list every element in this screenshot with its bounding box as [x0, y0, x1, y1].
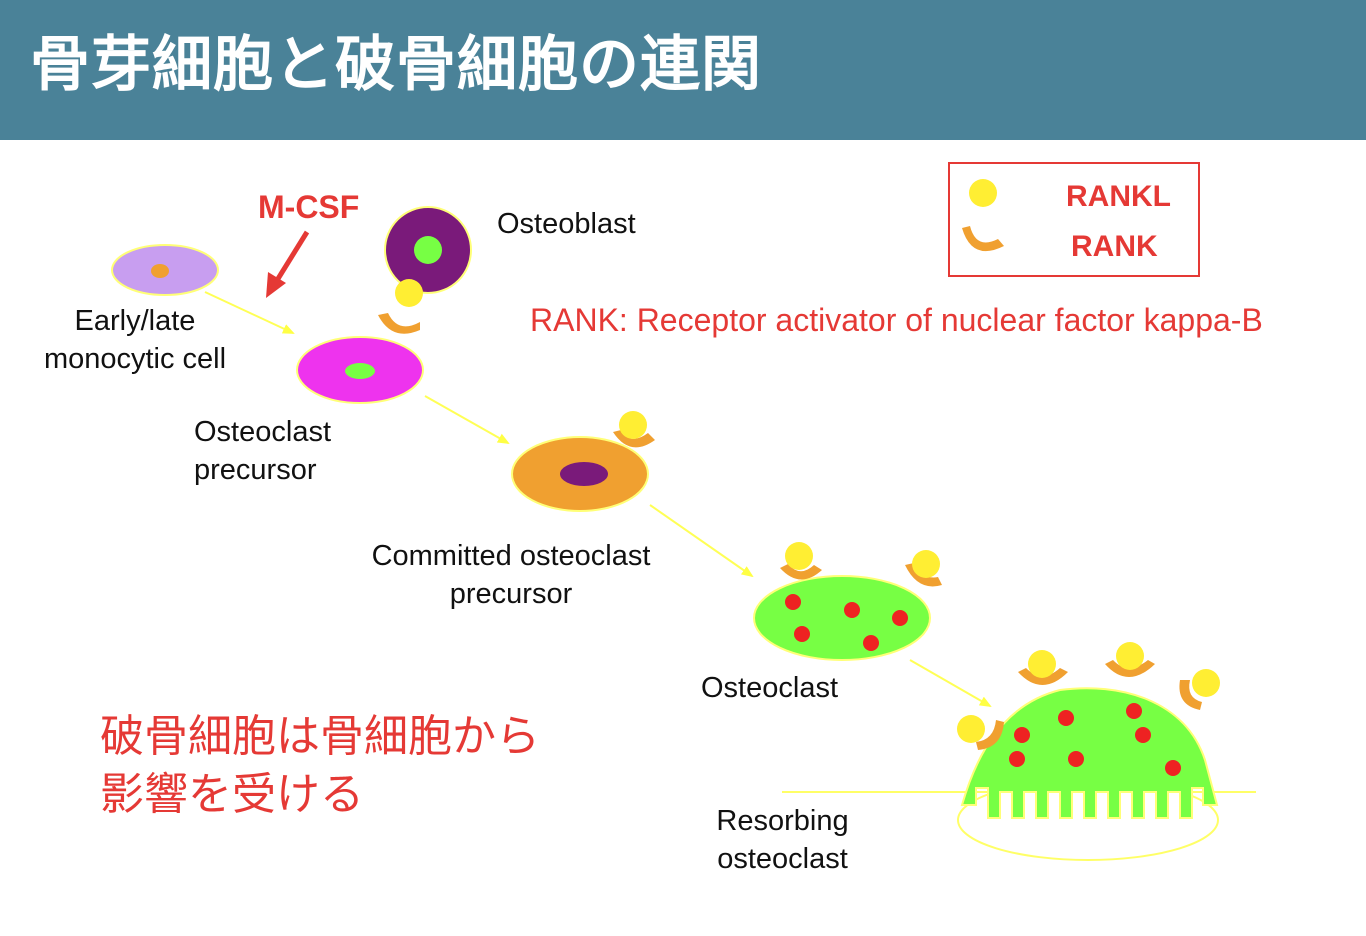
osteoblast-cell	[384, 206, 472, 294]
japanese-note: 破骨細胞は骨細胞から 影響を受ける	[100, 708, 540, 824]
precursor-label: Osteoclast precursor	[194, 413, 331, 489]
page-title: 骨芽細胞と破骨細胞の連関	[30, 30, 762, 100]
arrow-committed-to-osteoclast	[649, 504, 754, 578]
rankl-rank-pair-8	[957, 715, 1004, 750]
mcsf-arrow	[266, 230, 310, 298]
precursor-label-line1: Osteoclast	[194, 416, 331, 448]
mcsf-label: M-CSF	[258, 189, 360, 225]
resorbing-osteoclast-label: Resorbing osteoclast	[690, 802, 875, 878]
legend-box	[948, 162, 1200, 277]
resorbing-label-line2: osteoclast	[717, 843, 848, 875]
early-cell-label-line1: Early/late	[74, 305, 196, 337]
precursor-label-line2: precursor	[194, 454, 317, 486]
rank-definition: RANK: Receptor activator of nuclear fact…	[530, 302, 1263, 338]
committed-precursor-cell	[511, 436, 649, 512]
title-banner: 骨芽細胞と破骨細胞の連関	[0, 0, 1366, 140]
rankl-rank-pair-7	[1179, 669, 1220, 710]
arrow-precursor-to-committed	[424, 395, 510, 444]
osteoclast-label: Osteoclast	[701, 672, 838, 704]
arrow-osteoclast-to-resorbing	[909, 659, 992, 707]
rankl-rank-pair-3	[780, 542, 822, 580]
osteoclast-precursor-cell	[296, 336, 424, 404]
early-cell-label: Early/late monocytic cell	[30, 302, 240, 378]
committed-label-line2: precursor	[449, 578, 573, 610]
arrow-early-to-precursor	[204, 291, 295, 334]
legend-rankl-icon	[969, 179, 997, 207]
committed-precursor-label: Committed osteoclast precursor	[352, 537, 670, 613]
committed-label-line1: Committed osteoclast	[371, 540, 651, 572]
legend-rank-icon	[962, 226, 1004, 252]
rankl-rank-pair-4	[905, 550, 942, 587]
legend-rankl-label: RANKL	[1066, 180, 1171, 213]
legend-rank-label: RANK	[1071, 230, 1158, 263]
early-cell-label-line2: monocytic cell	[43, 343, 227, 375]
osteoblast-label: Osteoblast	[497, 208, 636, 240]
resorbing-osteoclast-cell	[960, 687, 1219, 819]
early-monocytic-cell	[111, 244, 219, 296]
japanese-note-line1: 破骨細胞は骨細胞から	[100, 711, 540, 762]
japanese-note-line2: 影響を受ける	[100, 769, 364, 820]
rankl-rank-pair-6	[1105, 642, 1155, 677]
rankl-rank-pair-1	[378, 279, 423, 334]
resorbing-label-line1: Resorbing	[716, 805, 849, 837]
rankl-rank-pair-2	[613, 411, 655, 448]
rankl-rank-pair-5	[1018, 650, 1068, 685]
osteoclast-cell	[753, 575, 931, 661]
